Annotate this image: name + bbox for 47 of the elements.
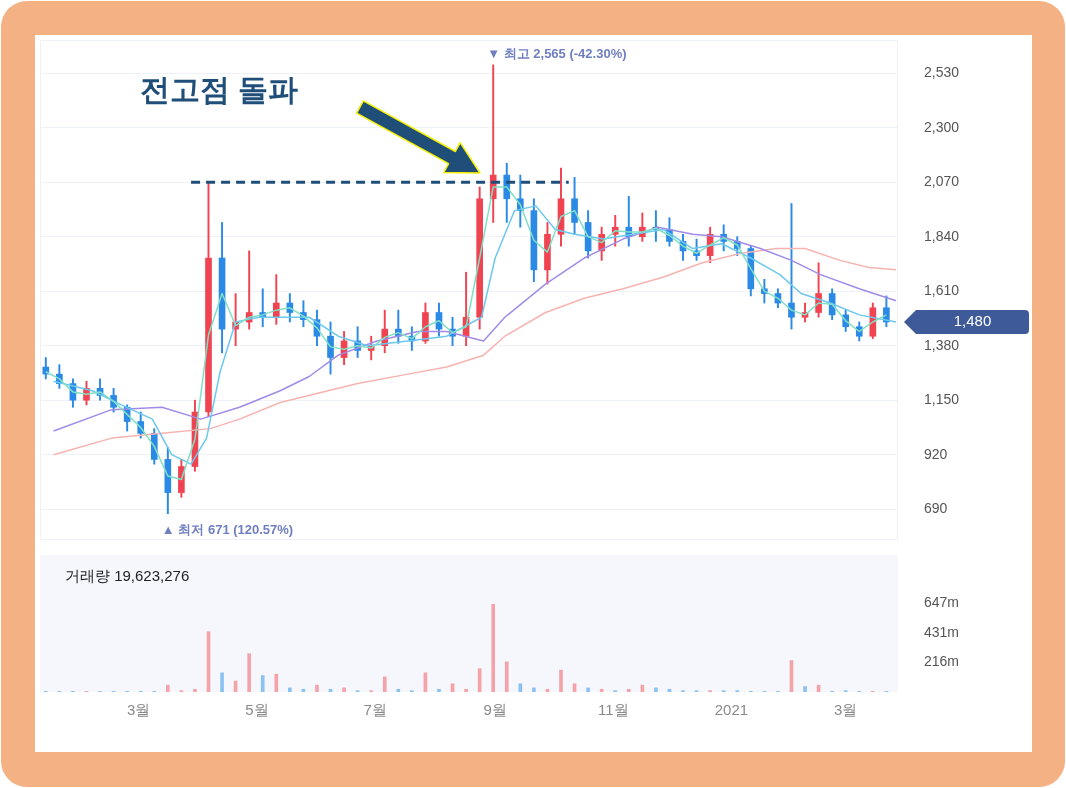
- x-tick-label: 3월: [127, 701, 151, 719]
- bar: [220, 672, 224, 692]
- bar: [247, 653, 251, 692]
- bar: [464, 688, 468, 692]
- y-tick-label: 1,840: [924, 227, 960, 244]
- bar: [559, 669, 563, 692]
- bar: [342, 687, 346, 692]
- bar: [166, 684, 170, 692]
- bar: [803, 686, 807, 692]
- bar: [518, 683, 523, 692]
- x-tick-label: 7월: [363, 701, 387, 719]
- annotation: ▼ 최고 2,565 (-42.30%): [487, 46, 627, 62]
- annotation: 전고점 돌파: [140, 73, 299, 107]
- bar: [315, 684, 319, 692]
- x-tick-label: 2021: [714, 701, 749, 719]
- bar: [532, 687, 536, 692]
- bar: [491, 603, 496, 692]
- bar: [193, 688, 197, 692]
- x-tick-label: 9월: [483, 701, 507, 719]
- y-tick-label: 920: [924, 445, 948, 462]
- bar: [382, 676, 387, 692]
- bar: [437, 688, 441, 692]
- y-tick-label: 2,070: [924, 173, 960, 190]
- x-tick-label: 5월: [245, 701, 269, 719]
- y-tick-label: 431m: [924, 623, 960, 640]
- y-tick-label: 216m: [924, 653, 960, 670]
- bar: [586, 687, 590, 692]
- y-tick-label: 1,380: [924, 336, 960, 353]
- bar: [288, 687, 292, 692]
- annotation: 거래량 19,623,276: [65, 567, 190, 585]
- text: 1,480: [953, 312, 992, 330]
- bar: [599, 688, 604, 692]
- bar: [274, 673, 279, 692]
- x-tick-label: 3월: [834, 701, 858, 719]
- y-tick-label: 690: [924, 500, 948, 517]
- annotation: ▲ 최저 671 (120.57%): [161, 522, 294, 538]
- bar: [504, 661, 509, 692]
- bar: [654, 687, 658, 692]
- y-tick-label: 1,150: [924, 391, 960, 408]
- bar: [396, 688, 401, 692]
- y-tick-label: 2,300: [924, 118, 960, 135]
- bar: [260, 675, 265, 692]
- y-tick-label: 647m: [924, 594, 960, 611]
- bar: [626, 688, 631, 692]
- y-tick-label: 2,530: [924, 64, 960, 81]
- x-tick-label: 11월: [598, 701, 629, 719]
- y-tick-label: 1,610: [924, 282, 960, 299]
